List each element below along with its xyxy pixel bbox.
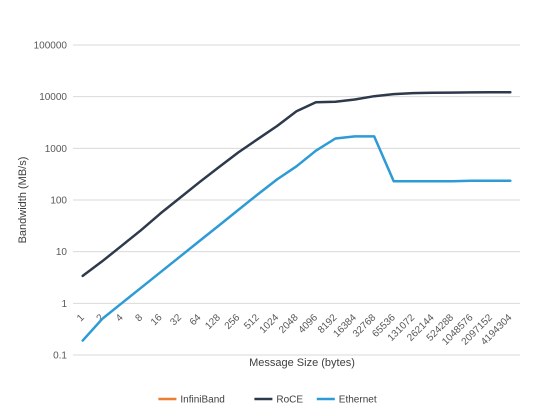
- y-tick-label: 0.1: [53, 351, 67, 362]
- legend-label-roce: RoCE: [276, 395, 303, 406]
- y-tick-label: 10000: [39, 92, 67, 103]
- series-line-roce: [81, 90, 512, 278]
- x-axis-ticks: 1 2 4 8 16 32 64 128 256 512102420484096819216384…: [75, 312, 515, 348]
- x-tick-label: 1: [75, 312, 87, 324]
- x-tick-label: 256: [223, 312, 243, 332]
- series-lines: [81, 90, 512, 342]
- y-tick-label: 1000: [45, 144, 68, 155]
- x-tick-label: 4096: [297, 312, 321, 336]
- x-tick-label: 8: [133, 312, 145, 324]
- y-axis-title: Bandwidth (MB/s): [17, 157, 29, 244]
- x-tick-label: 64: [188, 312, 204, 328]
- y-axis-ticks: 0.1 1 10 100 1000 10000 100000: [34, 41, 68, 362]
- gridlines: [73, 44, 520, 356]
- x-tick-label: 2048: [277, 312, 301, 336]
- y-tick-label: 10: [56, 247, 68, 258]
- y-tick-label: 100000: [34, 41, 68, 52]
- x-tick-label: 16: [149, 312, 165, 328]
- series-line-ethernet: [81, 135, 512, 342]
- x-tick-label: 1024: [258, 312, 282, 336]
- x-tick-label: 32: [168, 312, 184, 328]
- x-tick-label: 128: [203, 312, 223, 332]
- legend-label-infiniband: InfiniBand: [180, 395, 224, 406]
- legend: InfiniBand RoCE Ethernet: [158, 395, 377, 406]
- legend-label-ethernet: Ethernet: [339, 395, 377, 406]
- y-tick-label: 100: [50, 196, 67, 207]
- x-axis-title: Message Size (bytes): [249, 357, 355, 369]
- y-tick-label: 1: [61, 299, 67, 310]
- x-tick-label: 4: [114, 312, 126, 324]
